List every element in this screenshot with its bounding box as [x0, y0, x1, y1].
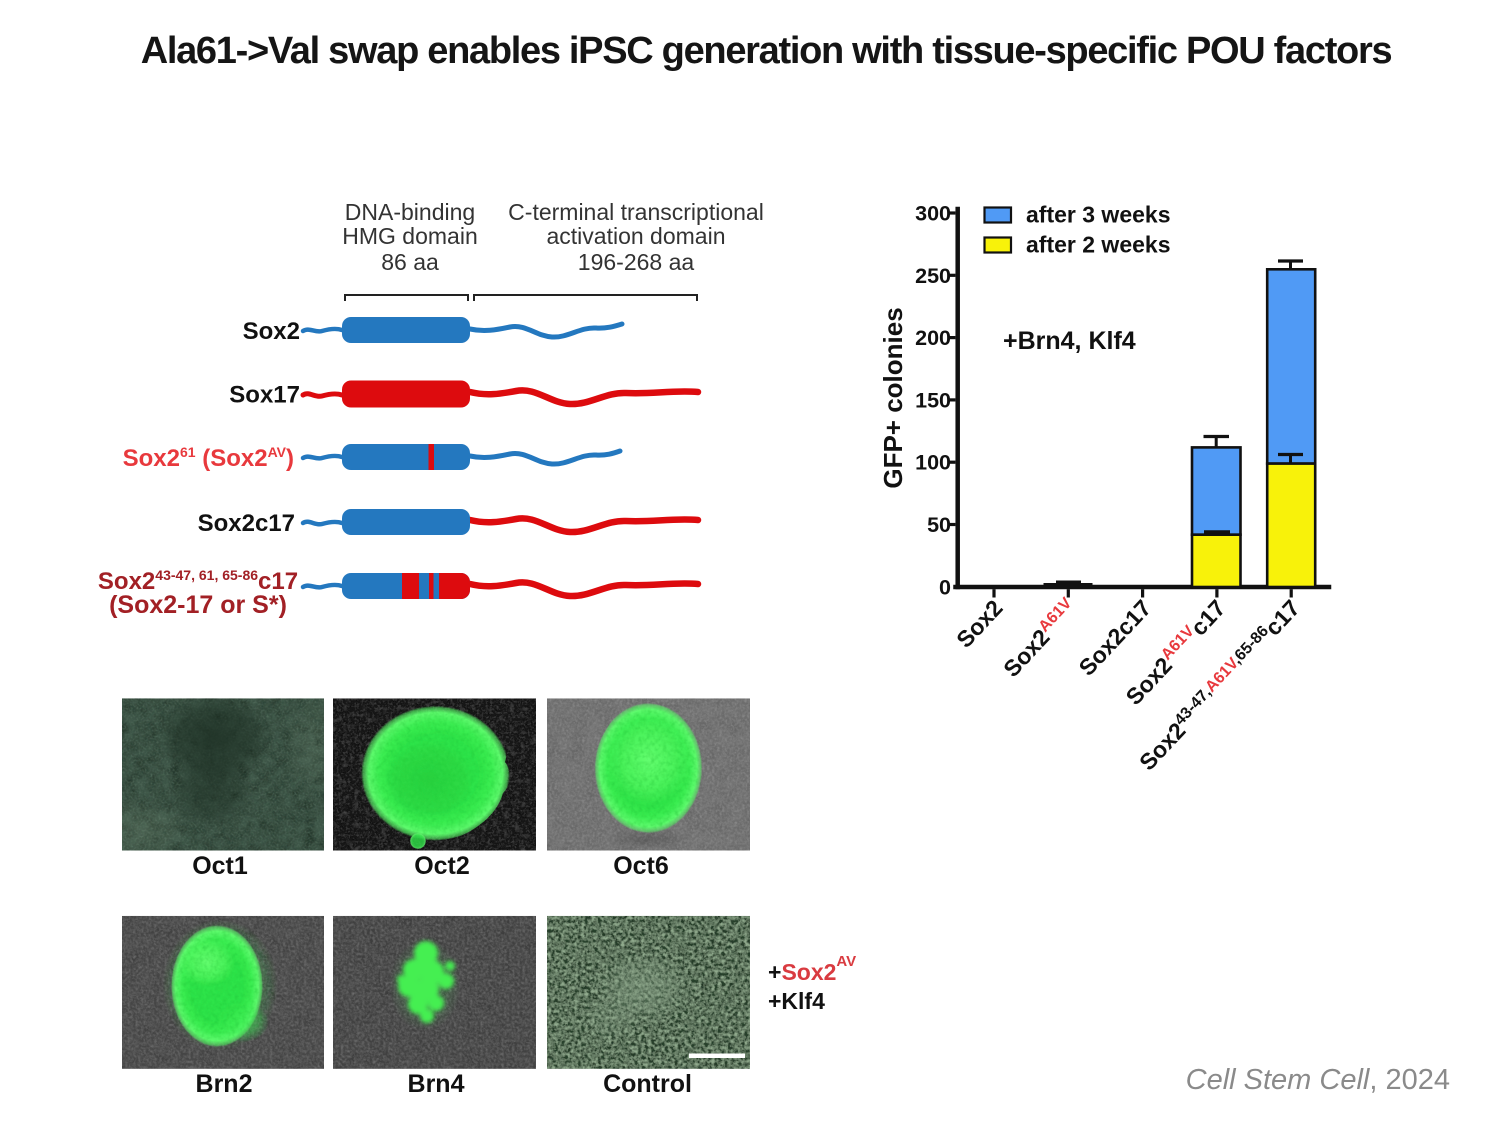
svg-text:Sox243-47, 61, 65-86c17: Sox243-47, 61, 65-86c17	[98, 567, 298, 595]
svg-text:100: 100	[915, 451, 951, 475]
svg-text:GFP+ colonies: GFP+ colonies	[878, 307, 908, 488]
svg-text:Oct6: Oct6	[613, 852, 669, 880]
svg-text:Sox2: Sox2	[951, 595, 1008, 653]
svg-text:250: 250	[915, 264, 951, 288]
svg-text:300: 300	[915, 202, 951, 226]
svg-text:Oct2: Oct2	[414, 852, 470, 880]
svg-text:activation domain: activation domain	[547, 223, 726, 249]
svg-text:Sox2c17: Sox2c17	[198, 510, 295, 537]
svg-text:Control: Control	[603, 1070, 692, 1098]
svg-text:Sox261 (Sox2AV): Sox261 (Sox2AV)	[123, 444, 294, 472]
svg-text:Sox2A61V: Sox2A61V	[998, 594, 1082, 681]
svg-text:Brn4: Brn4	[408, 1070, 465, 1098]
svg-text:Brn2: Brn2	[196, 1070, 253, 1098]
svg-text:50: 50	[927, 513, 951, 537]
svg-text:Sox17: Sox17	[229, 382, 300, 409]
svg-text:C-terminal transcriptional: C-terminal transcriptional	[508, 199, 764, 225]
svg-text:196-268 aa: 196-268 aa	[578, 249, 695, 275]
svg-text:Sox2: Sox2	[243, 318, 300, 345]
svg-text:200: 200	[915, 326, 951, 350]
svg-text:86 aa: 86 aa	[381, 249, 439, 275]
svg-text:DNA-binding: DNA-binding	[345, 199, 475, 225]
svg-text:0: 0	[939, 575, 951, 599]
svg-text:+Brn4, Klf4: +Brn4, Klf4	[1003, 327, 1136, 355]
svg-text:HMG domain: HMG domain	[342, 223, 477, 249]
svg-text:after 2 weeks: after 2 weeks	[1026, 232, 1170, 258]
svg-text:after 3 weeks: after 3 weeks	[1026, 202, 1170, 228]
svg-text:Oct1: Oct1	[192, 852, 248, 880]
svg-text:150: 150	[915, 388, 951, 412]
svg-text:(Sox2-17 or S*): (Sox2-17 or S*)	[109, 591, 287, 619]
